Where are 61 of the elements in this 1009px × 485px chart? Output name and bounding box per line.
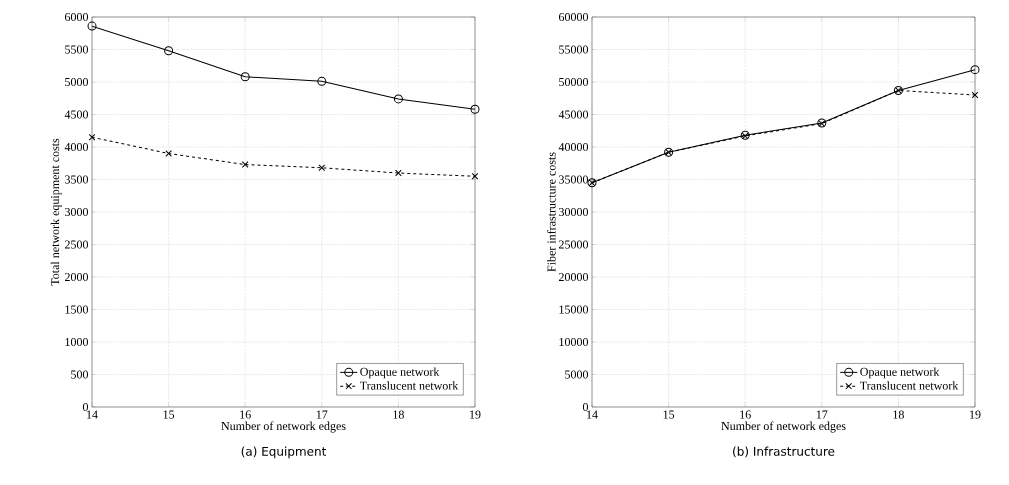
point bbox=[165, 150, 172, 157]
point bbox=[471, 172, 479, 180]
y-tick-label: 3500 bbox=[65, 175, 89, 184]
y-tick-label: 3000 bbox=[65, 207, 89, 217]
point bbox=[470, 104, 480, 114]
y-tick-label: 5500 bbox=[65, 45, 89, 54]
y-tick-label: 4500 bbox=[64, 110, 89, 119]
y-tick-label: 40000 bbox=[558, 142, 589, 152]
legend-label: Translucent network bbox=[359, 381, 459, 390]
y-tick-label: 35000 bbox=[559, 175, 589, 184]
y-tick-label: 30000 bbox=[559, 207, 589, 217]
x-tick-label: 15 bbox=[163, 410, 175, 419]
y-tick-label: 20000 bbox=[559, 272, 589, 282]
y-tick-label: 0 bbox=[82, 402, 89, 412]
x-tick-label: 14 bbox=[587, 410, 598, 419]
legend-label: Opaque network bbox=[860, 367, 940, 379]
x-tick-label: 15 bbox=[663, 410, 675, 419]
y-tick-label: 50000 bbox=[559, 77, 589, 87]
y-tick-label: 60000 bbox=[558, 12, 589, 22]
x-axis-title: Number of network edges bbox=[221, 421, 346, 433]
point bbox=[393, 94, 403, 104]
text: (a) Equipment bbox=[241, 446, 327, 459]
y-tick-label: 45000 bbox=[558, 110, 589, 119]
x-tick-label: 18 bbox=[393, 410, 404, 419]
x-tick-label: 14 bbox=[87, 410, 98, 419]
y-tick-label: 10000 bbox=[559, 337, 589, 347]
y-tick-label: 500 bbox=[71, 370, 89, 379]
y-tick-label: 2000 bbox=[65, 272, 89, 282]
y-tick-label: 1000 bbox=[65, 337, 89, 347]
x-tick-label: 17 bbox=[316, 410, 328, 419]
legend-label: Opaque network bbox=[360, 367, 440, 379]
point bbox=[87, 21, 97, 31]
y-tick-label: 0 bbox=[582, 402, 589, 412]
x-tick-label: 16 bbox=[240, 410, 251, 419]
y-tick-label: 5000 bbox=[565, 370, 589, 379]
x-tick-label: 19 bbox=[970, 410, 981, 419]
y-tick-label: 25000 bbox=[559, 240, 589, 249]
x-tick-label: 18 bbox=[893, 410, 904, 419]
point bbox=[395, 169, 402, 177]
point bbox=[970, 65, 980, 75]
y-tick-label: 4000 bbox=[64, 142, 89, 152]
y-tick-label: 2500 bbox=[65, 240, 89, 249]
x-tick-label: 19 bbox=[470, 410, 481, 419]
point bbox=[318, 164, 326, 172]
y-tick-label: 15000 bbox=[559, 305, 589, 314]
y-tick-label: 6000 bbox=[64, 12, 89, 22]
point bbox=[241, 161, 249, 168]
point bbox=[88, 133, 96, 141]
y-tick-label: 1500 bbox=[65, 305, 89, 314]
y-axis-title: Total network equipment costs bbox=[50, 138, 62, 286]
y-tick-label: 55000 bbox=[559, 45, 589, 54]
y-axis-title: Fiber infrastructure costs bbox=[547, 152, 556, 272]
legend-label: Translucent network bbox=[859, 381, 959, 390]
point bbox=[164, 46, 174, 56]
text: (b) Infrastructure bbox=[733, 446, 835, 458]
point bbox=[317, 76, 327, 86]
x-axis-title: Number of network edges bbox=[721, 421, 846, 433]
point bbox=[240, 72, 250, 82]
y-tick-label: 5000 bbox=[65, 77, 89, 87]
x-tick-label: 16 bbox=[740, 410, 751, 419]
x-tick-label: 17 bbox=[816, 410, 828, 419]
